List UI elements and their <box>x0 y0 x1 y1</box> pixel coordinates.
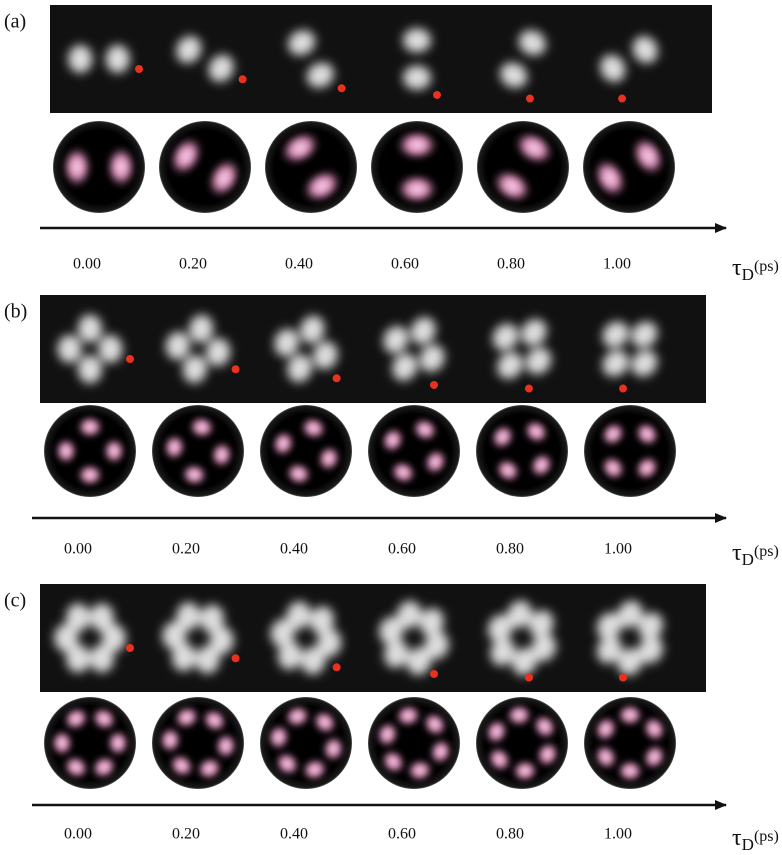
lobe <box>78 355 102 383</box>
panel-label: (a) <box>4 11 26 33</box>
marker-dot <box>135 65 143 73</box>
axis-symbol: τ <box>732 255 742 281</box>
simulation-disk <box>476 405 568 497</box>
lobe <box>90 603 114 631</box>
axis-subscript: D <box>742 550 754 569</box>
lobe <box>61 145 93 189</box>
tick-label: 0.20 <box>172 826 200 843</box>
lobe <box>403 28 431 52</box>
marker-dot <box>239 75 247 83</box>
lobe <box>50 729 74 757</box>
axis-label: τD(ps) <box>732 540 779 569</box>
tick-label: 0.00 <box>64 826 92 843</box>
lobe <box>102 437 126 465</box>
lobe <box>66 603 90 631</box>
lobe <box>106 729 130 757</box>
marker-dot <box>619 385 627 393</box>
tick-label: 0.80 <box>496 541 524 558</box>
lobe <box>616 759 644 783</box>
tick-label: 0.60 <box>388 826 416 843</box>
lobe <box>395 173 439 205</box>
tick-label: 1.00 <box>604 541 632 558</box>
axis-label: τD(ps) <box>732 825 779 854</box>
axis-unit: (ps) <box>754 828 779 845</box>
lobe <box>90 645 114 673</box>
tick-label: 0.80 <box>496 826 524 843</box>
tick-label: 1.00 <box>604 826 632 843</box>
lobe <box>106 45 130 73</box>
axis-unit: (ps) <box>754 543 779 560</box>
marker-dot <box>333 663 341 671</box>
lobe <box>395 129 439 161</box>
page: {"panels": [ {"label": "(a)", "ticks": [… <box>0 0 782 855</box>
marker-dot <box>526 95 534 103</box>
lobe <box>68 45 92 73</box>
marker-dot <box>232 654 240 662</box>
lobe <box>76 463 104 487</box>
simulation-disk <box>584 405 676 497</box>
marker-dot <box>433 91 441 99</box>
lobe <box>616 703 644 727</box>
lobe <box>76 415 104 439</box>
marker-dot <box>618 95 626 103</box>
tick-label: 0.80 <box>497 256 525 273</box>
axis-subscript: D <box>742 265 754 284</box>
marker-dot <box>338 84 346 92</box>
axis-unit: (ps) <box>754 258 779 275</box>
lobe <box>105 145 137 189</box>
axis-symbol: τ <box>732 825 742 851</box>
experiment-strip <box>40 295 706 403</box>
marker-dot <box>430 670 438 678</box>
marker-dot <box>333 374 341 382</box>
marker-dot <box>232 365 240 373</box>
lobe <box>54 437 78 465</box>
marker-dot <box>525 385 533 393</box>
simulation-disk <box>368 405 460 497</box>
tick-label: 0.20 <box>179 256 207 273</box>
axis-symbol: τ <box>732 540 742 566</box>
tick-label: 0.40 <box>280 541 308 558</box>
marker-dot <box>619 674 627 682</box>
figure: (a)0.000.200.400.600.801.00τD(ps)(b)0.00… <box>0 0 782 855</box>
tick-label: 0.40 <box>280 826 308 843</box>
lobe <box>58 335 82 363</box>
marker-dot <box>430 381 438 389</box>
lobe <box>98 335 122 363</box>
axis-subscript: D <box>742 835 754 854</box>
tick-label: 1.00 <box>603 256 631 273</box>
axis-label: τD(ps) <box>732 255 779 284</box>
marker-dot <box>525 674 533 682</box>
tick-label: 0.00 <box>73 256 101 273</box>
panel-label: (c) <box>4 590 26 612</box>
tick-label: 0.60 <box>388 541 416 558</box>
marker-dot <box>126 355 134 363</box>
tick-label: 0.60 <box>391 256 419 273</box>
tick-label: 0.20 <box>172 541 200 558</box>
lobe <box>403 66 431 90</box>
lobe <box>78 315 102 343</box>
tick-label: 0.00 <box>64 541 92 558</box>
marker-dot <box>126 644 134 652</box>
tick-label: 0.40 <box>285 256 313 273</box>
panel-label: (b) <box>4 301 27 323</box>
